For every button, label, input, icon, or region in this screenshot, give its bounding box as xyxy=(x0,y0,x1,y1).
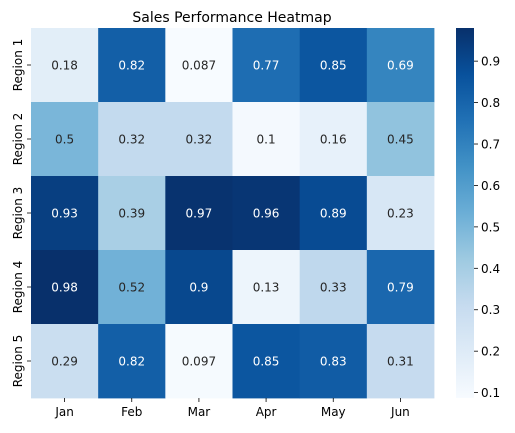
heatmap-cell xyxy=(299,28,368,103)
heatmap-cells: 0.18 0.82 0.087 0.77 0.85 0.69 0.5 0.32 0.32 0.1 0… xyxy=(31,28,435,399)
cell-value-label: 0.9 xyxy=(189,281,208,295)
heatmap-cell xyxy=(232,102,301,177)
heatmap-cell xyxy=(165,324,233,399)
heatmap-cell xyxy=(366,28,435,103)
colorbar-tick-label: 0.2 xyxy=(481,345,500,359)
colorbar-tick-label: 0.5 xyxy=(481,220,500,234)
cell-value-label: 0.85 xyxy=(253,355,280,369)
colorbar-tick-label: 0.9 xyxy=(481,55,500,69)
x-tick-label: Jan xyxy=(54,405,74,419)
heatmap-cell xyxy=(165,28,233,103)
y-tick-label: Region 1 xyxy=(11,39,25,92)
heatmap-cell xyxy=(31,324,99,399)
heatmap-cell xyxy=(232,28,301,103)
heatmap-cell xyxy=(299,324,368,399)
heatmap-cell xyxy=(31,250,99,325)
heatmap-cell xyxy=(165,102,233,177)
cell-value-label: 0.32 xyxy=(186,133,213,147)
heatmap-cell xyxy=(366,324,435,399)
cell-value-label: 0.97 xyxy=(186,207,213,221)
heatmap-cell xyxy=(31,28,99,103)
heatmap-cell xyxy=(165,250,233,325)
cell-value-label: 0.39 xyxy=(118,207,145,221)
colorbar-tick-label: 0.6 xyxy=(481,179,500,193)
cell-value-label: 0.83 xyxy=(320,355,347,369)
cell-value-label: 0.33 xyxy=(320,281,347,295)
cell-value-label: 0.5 xyxy=(55,133,74,147)
heatmap-cell xyxy=(232,176,301,251)
cell-value-label: 0.82 xyxy=(118,59,145,73)
colorbar-tick-label: 0.3 xyxy=(481,303,500,317)
heatmap-cell xyxy=(232,324,301,399)
y-tick-label: Region 5 xyxy=(11,335,25,388)
chart-title: Sales Performance Heatmap xyxy=(132,10,331,26)
colorbar: 0.1 0.2 0.3 0.4 0.5 0.6 0.7 0.8 0.9 xyxy=(456,28,500,400)
cell-value-label: 0.79 xyxy=(387,281,414,295)
cell-value-label: 0.96 xyxy=(253,207,280,221)
heatmap-cell xyxy=(366,102,435,177)
heatmap-cell xyxy=(31,102,99,177)
cell-value-label: 0.45 xyxy=(387,133,414,147)
cell-value-label: 0.82 xyxy=(118,355,145,369)
cell-value-label: 0.85 xyxy=(320,59,347,73)
cell-value-label: 0.32 xyxy=(118,133,145,147)
y-tick-label: Region 2 xyxy=(11,113,25,166)
x-tick-label: Feb xyxy=(121,405,142,419)
heatmap-cell xyxy=(98,102,166,177)
cell-value-label: 0.93 xyxy=(51,207,78,221)
heatmap-cell xyxy=(366,250,435,325)
x-tick-label: Apr xyxy=(256,405,277,419)
heatmap-cell xyxy=(165,176,233,251)
heatmap-cell xyxy=(299,176,368,251)
cell-value-label: 0.097 xyxy=(182,355,216,369)
colorbar-tick-label: 0.1 xyxy=(481,386,500,400)
cell-value-label: 0.16 xyxy=(320,133,347,147)
y-tick-label: Region 4 xyxy=(11,261,25,314)
colorbar-gradient xyxy=(456,28,474,398)
y-tick-label: Region 3 xyxy=(11,187,25,240)
cell-value-label: 0.087 xyxy=(182,59,216,73)
colorbar-tick-label: 0.4 xyxy=(481,262,500,276)
heatmap-cell xyxy=(299,250,368,325)
cell-value-label: 0.52 xyxy=(118,281,145,295)
cell-value-label: 0.1 xyxy=(257,133,276,147)
heatmap-cell xyxy=(98,324,166,399)
colorbar-tick-label: 0.7 xyxy=(481,138,500,152)
cell-value-label: 0.13 xyxy=(253,281,280,295)
heatmap-cell xyxy=(31,176,99,251)
y-axis: Region 1 Region 2 Region 3 Region 4 Region 5 xyxy=(11,39,31,388)
colorbar-tick-label: 0.8 xyxy=(481,96,500,110)
heatmap-cell xyxy=(366,176,435,251)
cell-value-label: 0.23 xyxy=(387,207,414,221)
cell-value-label: 0.89 xyxy=(320,207,347,221)
x-axis: Jan Feb Mar Apr May Jun xyxy=(54,398,410,419)
cell-value-label: 0.29 xyxy=(51,355,78,369)
cell-value-label: 0.18 xyxy=(51,59,78,73)
cell-value-label: 0.98 xyxy=(51,281,78,295)
x-tick-label: Mar xyxy=(188,405,211,419)
cell-value-label: 0.77 xyxy=(253,59,280,73)
heatmap-cell xyxy=(98,176,166,251)
heatmap-cell xyxy=(98,28,166,103)
heatmap-cell xyxy=(98,250,166,325)
cell-value-label: 0.31 xyxy=(387,355,414,369)
heatmap-cell xyxy=(232,250,301,325)
heatmap-cell xyxy=(299,102,368,177)
x-tick-label: May xyxy=(321,405,346,419)
x-tick-label: Jun xyxy=(390,405,410,419)
cell-value-label: 0.69 xyxy=(387,59,414,73)
